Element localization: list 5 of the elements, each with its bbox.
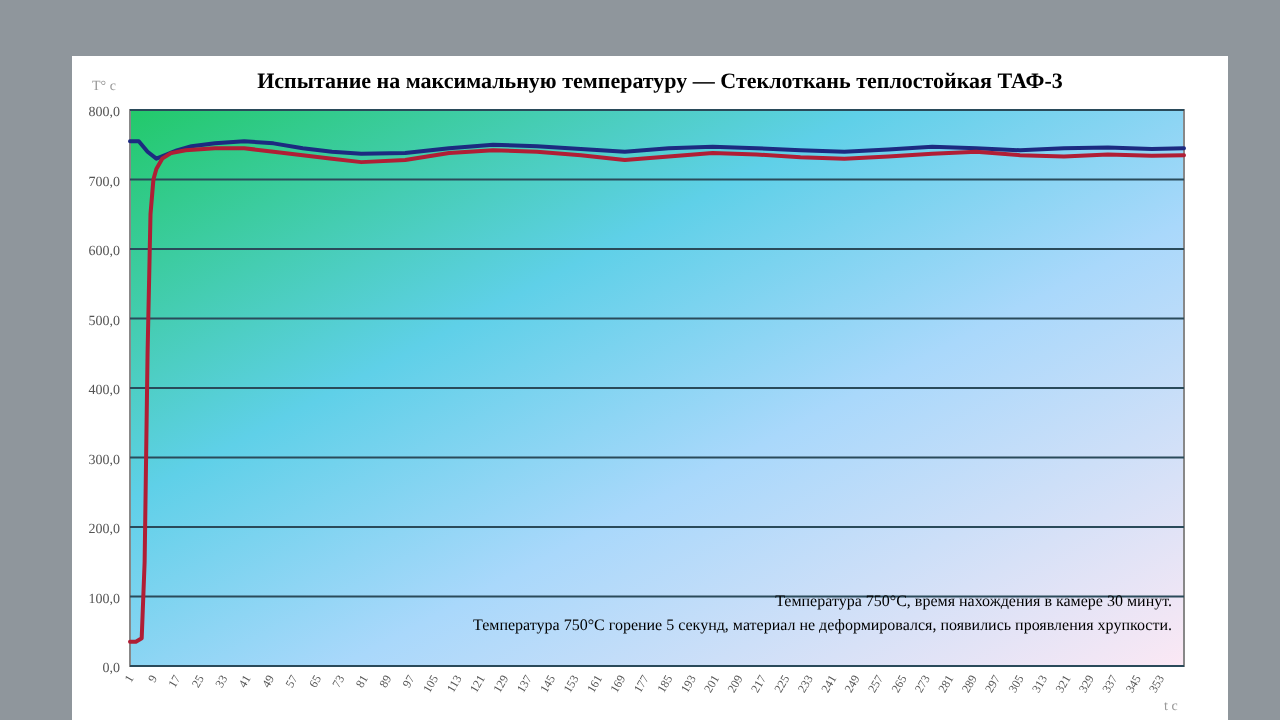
line-series [128, 139, 1186, 161]
chart-title: Испытание на максимальную температуру — Стеклоткань теплостойкая ТАФ-3 [257, 70, 1064, 94]
line-series [128, 146, 1186, 644]
annotation: Температура 750°C, время нахождения в камере 30 минут. [775, 592, 1172, 610]
annotation: Температура 750°C горение 5 секунд, материал не деформировался, появились проявления хрупкости. [473, 616, 1172, 634]
